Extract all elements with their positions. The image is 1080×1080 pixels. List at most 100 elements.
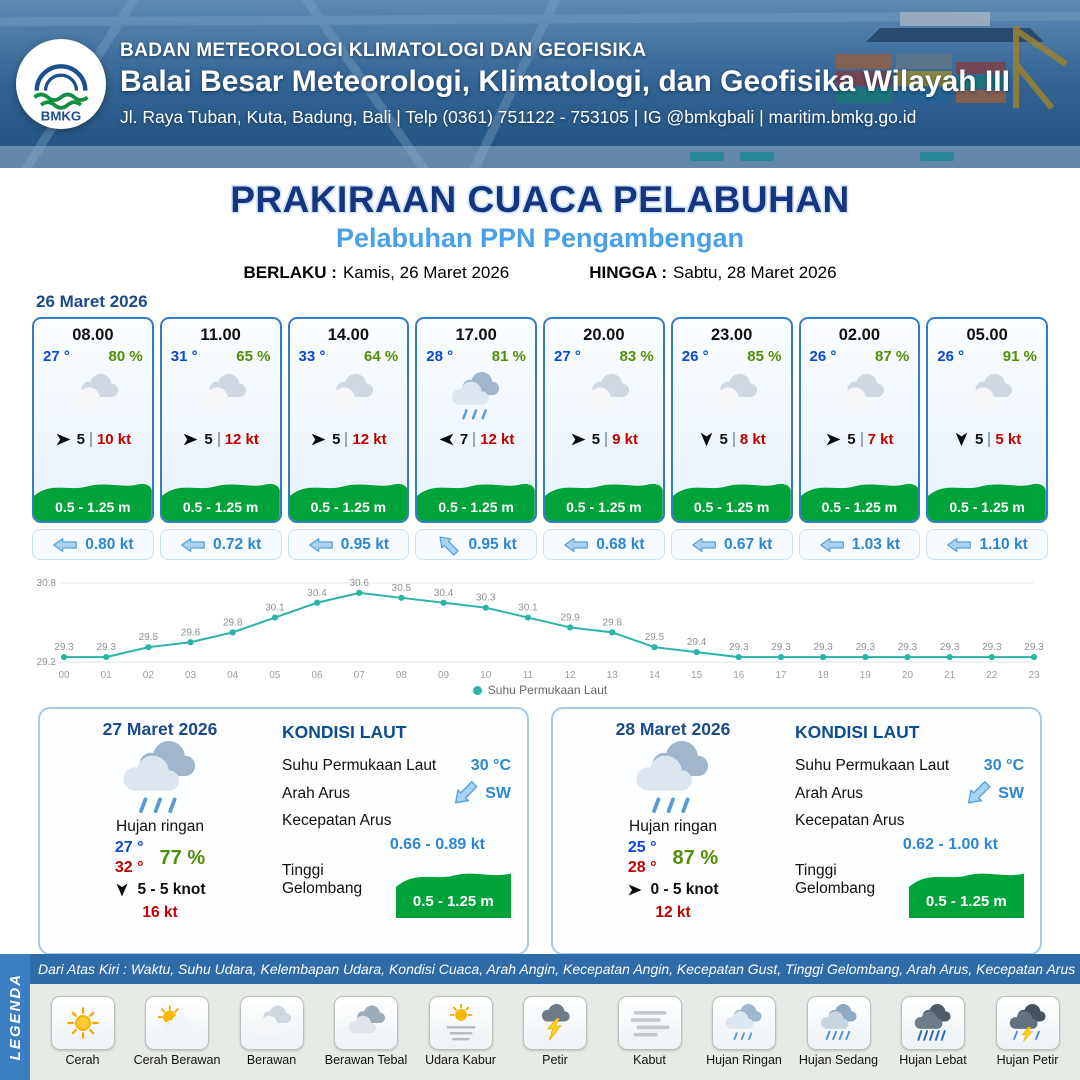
legend-label: Hujan Lebat [899,1053,967,1068]
svg-text:14: 14 [649,670,661,681]
forecast-card: 17.00 28 ° 81 % 7 12 kt [415,317,537,560]
legend-marker-icon [472,685,482,695]
svg-text:29.3: 29.3 [982,642,1002,653]
wave-height-band: 0.5 - 1.25 m [672,475,791,521]
forecast-card-body: 20.00 27 ° 83 % 5 9 kt [543,317,665,523]
sst-row: Suhu Permukaan Laut 30 °C [795,757,1024,775]
current-speed: 0.67 kt [723,535,773,553]
wave-height-label: Tinggi Gelombang [795,862,876,897]
divider [217,432,220,447]
wind-row: 5 8 kt [673,431,791,448]
wave-height-band: 0.5 - 1.25 m [545,475,663,521]
chart-legend: Suhu Permukaan Laut [34,683,1046,697]
legend-items: Cerah Cerah Berawan Berawan Berawan Teba… [30,984,1080,1080]
current-row: 0.95 kt [287,529,410,560]
svg-text:10: 10 [480,670,492,681]
current-direction-arrow-icon [564,537,589,552]
svg-text:23: 23 [1028,670,1040,681]
current-speed-value: 0.62 - 1.00 kt [902,836,998,853]
legend-weather-icon [531,1004,579,1042]
wave-height-value: 0.5 - 1.25 m [693,499,770,515]
valid-from-value: Kamis, 26 Maret 2026 [342,263,510,282]
air-temperature: 27 ° [43,348,70,365]
wind-direction-arrow-icon [628,884,642,896]
legend-item: Berawan [226,996,318,1067]
divider [473,432,476,447]
current-direction-row: Arah Arus SW [795,778,1024,809]
legend-band: LEGENDA [0,954,30,1080]
svg-text:04: 04 [227,670,239,681]
forecast-time: 05.00 [966,326,1008,344]
title-section: PRAKIRAAN CUACA PELABUHAN Pelabuhan PPN … [0,168,1080,283]
wind-speed: 5 [76,431,85,448]
humidity: 65 % [236,348,271,365]
current-direction: SW [449,778,511,809]
wind-speed: 5 [975,431,984,448]
wind-direction-arrow-icon [116,883,128,897]
current-direction-arrow-icon [947,537,972,552]
wave-height-value: 0.5 - 1.25 m [55,499,131,515]
legend-weather-icon [720,1004,768,1042]
current-speed-value: 0.66 - 0.89 kt [389,836,485,853]
wind-row: 5 12 kt [162,431,280,448]
svg-text:29.3: 29.3 [813,642,833,653]
svg-text:08: 08 [396,670,408,681]
legend-item: Kabut [604,996,696,1067]
legend-label: Cerah [65,1053,100,1068]
forecast-card-body: 08.00 27 ° 80 % 5 10 kt [32,317,154,523]
wind-speed: 5 [332,431,341,448]
wind-speed: 5 [591,431,601,448]
current-direction-label: Arah Arus [795,784,864,802]
svg-text:16: 16 [733,670,745,681]
forecast-card: 08.00 27 ° 80 % 5 10 kt [32,317,154,560]
current-speed-label: Kecepatan Arus [795,812,905,829]
valid-to-value: Sabtu, 28 Maret 2026 [673,263,837,282]
current-speed: 1.10 kt [979,535,1028,553]
wind-direction-arrow-icon [700,432,712,447]
wave-height-value: 0.5 - 1.25 m [310,499,387,515]
air-temperature: 26 ° [937,348,965,365]
current-direction-arrow-icon [53,537,78,552]
day-gust-speed: 16 kt [142,904,178,921]
svg-text:12: 12 [565,670,577,681]
wave-height-value: 0.5 - 1.25 m [182,499,259,515]
humidity: 87 % [875,348,910,365]
current-speed: 0.95 kt [468,535,517,553]
svg-text:22: 22 [986,670,998,681]
legend-label: Hujan Ringan [706,1053,782,1068]
legend-band-label: LEGENDA [6,973,24,1061]
legend-label: Cerah Berawan [133,1053,221,1068]
svg-text:15: 15 [691,670,703,681]
weather-icon [928,368,1046,426]
hourly-forecast-row: 08.00 27 ° 80 % 5 10 kt [32,317,1048,560]
svg-text:01: 01 [101,670,113,681]
legend-weather-icon [248,1004,296,1042]
humidity: 83 % [619,348,654,365]
forecast-time: 08.00 [72,326,114,344]
wind-row: 5 9 kt [545,431,663,448]
current-speed: 0.95 kt [340,535,389,553]
legend-weather-icon [153,1004,201,1042]
svg-text:30.1: 30.1 [518,603,538,614]
forecast-card: 11.00 31 ° 65 % 5 12 kt [159,317,282,560]
divider [732,432,735,447]
temp-humidity-row: 27 ° 83 % [545,345,663,365]
current-row: 0.95 kt [415,529,537,560]
legend-icon-box [523,996,587,1051]
svg-text:29.3: 29.3 [54,642,74,653]
wave-height-label: Tinggi Gelombang [282,862,363,897]
wave-shape [908,873,1024,918]
day-humidity: 77 % [159,846,206,869]
legend-section: LEGENDA Dari Atas Kiri : Waktu, Suhu Uda… [0,954,1080,1080]
current-direction: SW [962,778,1024,809]
wind-direction-arrow-icon [955,432,968,447]
current-direction-arrow-icon [692,537,716,552]
wave-height-band: 0.5 - 1.25 m [289,475,408,521]
air-temperature: 26 ° [809,348,837,365]
day-weather-column: 28 Maret 2026 Hujan ringan 25 ° 28 ° 87 … [569,719,777,943]
legend-label: Hujan Sedang [798,1053,879,1068]
humidity: 81 % [491,348,526,365]
daily-summary-row: 27 Maret 2026 Hujan ringan 27 ° 32 ° 77 … [38,707,1042,955]
weather-icon [290,368,408,426]
day-wind-speed: 5 - 5 knot [137,881,206,898]
